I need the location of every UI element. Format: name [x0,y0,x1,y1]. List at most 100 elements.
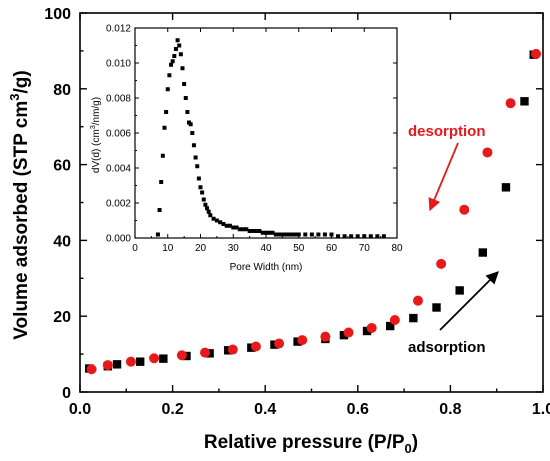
data-point [180,66,185,71]
data-point [221,222,226,226]
data-point [149,353,160,364]
data-point [277,232,282,237]
data-point [309,232,314,237]
adsorption-arrow [439,271,499,331]
data-point [247,229,252,233]
x-tick-label: 50 [293,243,305,254]
data-point [386,321,395,331]
y-tick-label: 0.002 [106,199,131,210]
desorption-arrow [428,142,459,212]
data-point [159,180,164,184]
data-point [254,229,259,233]
data-point [362,234,367,239]
data-point [234,225,239,230]
y-tick-label: 40 [53,233,71,250]
data-point [164,110,169,114]
data-point [375,234,380,239]
data-point [175,38,180,43]
x-tick-label: 40 [260,243,272,254]
data-point [381,234,386,239]
data-point [478,248,488,257]
adsorption-annotation: adsorption [408,339,486,356]
data-point [193,155,198,160]
data-point [362,326,372,336]
data-point [320,331,331,342]
data-point [432,303,441,312]
x-tick-label: 0 [132,243,138,254]
x-tick-label: 0.6 [347,401,369,418]
data-point [273,232,278,237]
data-point [190,131,195,135]
data-point [250,341,261,352]
data-point [196,176,201,181]
data-point [250,229,255,233]
data-point [200,347,211,358]
data-point [286,232,291,237]
x-tick-label: 10 [162,243,174,254]
data-point [274,338,285,349]
data-point [343,327,354,338]
data-point [241,227,246,232]
inset-y-axis-title: dV(d) (cm3/nm/g) [90,97,102,173]
y-tick-label: 80 [53,82,71,99]
data-point [169,62,174,67]
data-point [366,322,377,333]
main-y-axis-title: Volume adsorbed (STP cm3/g) [7,70,32,339]
data-point [342,234,347,239]
data-point [176,350,187,361]
data-point [201,197,206,202]
data-point [505,98,516,109]
data-point [303,232,308,237]
data-point [211,216,216,221]
data-point [270,230,275,235]
data-point [112,360,122,369]
y-tick-label: 100 [44,6,71,23]
data-point [200,190,205,195]
main-data-points [85,48,542,375]
data-point [198,185,203,190]
data-point [177,43,182,48]
data-point [260,230,265,235]
x-tick-label: 60 [326,243,338,254]
data-point [389,314,400,325]
data-point [264,230,268,235]
main-x-axis-title: Relative pressure (P/P0) [204,432,418,456]
data-point [155,232,160,237]
data-point [214,218,219,223]
data-point [293,232,298,237]
data-point [231,225,236,230]
data-point [290,232,295,237]
data-point [296,232,301,237]
data-point [482,147,493,158]
data-point [162,125,167,130]
x-tick-label: 30 [228,243,240,254]
data-point [267,230,272,235]
x-tick-label: 0.4 [254,401,276,418]
data-point [185,110,190,114]
data-point [205,206,210,211]
y-tick-label: 60 [53,158,71,175]
y-tick-label: 0.010 [106,59,131,70]
x-tick-label: 0.0 [69,401,91,418]
data-point [178,52,183,57]
data-point [336,234,341,239]
desorption-annotation: desorption [408,123,486,140]
data-point [501,183,511,192]
data-point [339,330,349,340]
data-point [297,335,308,346]
data-point [165,87,170,92]
y-tick-label: 0.008 [106,94,131,105]
inset-plot-frame [134,27,398,239]
data-point [170,59,175,64]
data-point [455,286,464,295]
data-point [244,227,249,232]
y-tick-label: 0.012 [106,24,131,35]
data-point [218,220,223,225]
x-tick-label: 80 [391,243,403,254]
data-point [183,96,188,100]
x-tick-label: 20 [195,243,207,254]
data-point [436,258,447,269]
data-point [203,202,208,207]
data-point [86,364,97,375]
